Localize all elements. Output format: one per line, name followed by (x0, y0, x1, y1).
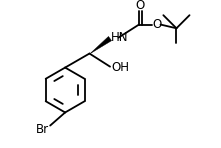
Polygon shape (90, 36, 112, 54)
Text: O: O (152, 18, 161, 31)
Text: Br: Br (36, 123, 49, 136)
Text: OH: OH (111, 61, 129, 74)
Text: HN: HN (111, 31, 128, 44)
Text: O: O (135, 0, 145, 12)
